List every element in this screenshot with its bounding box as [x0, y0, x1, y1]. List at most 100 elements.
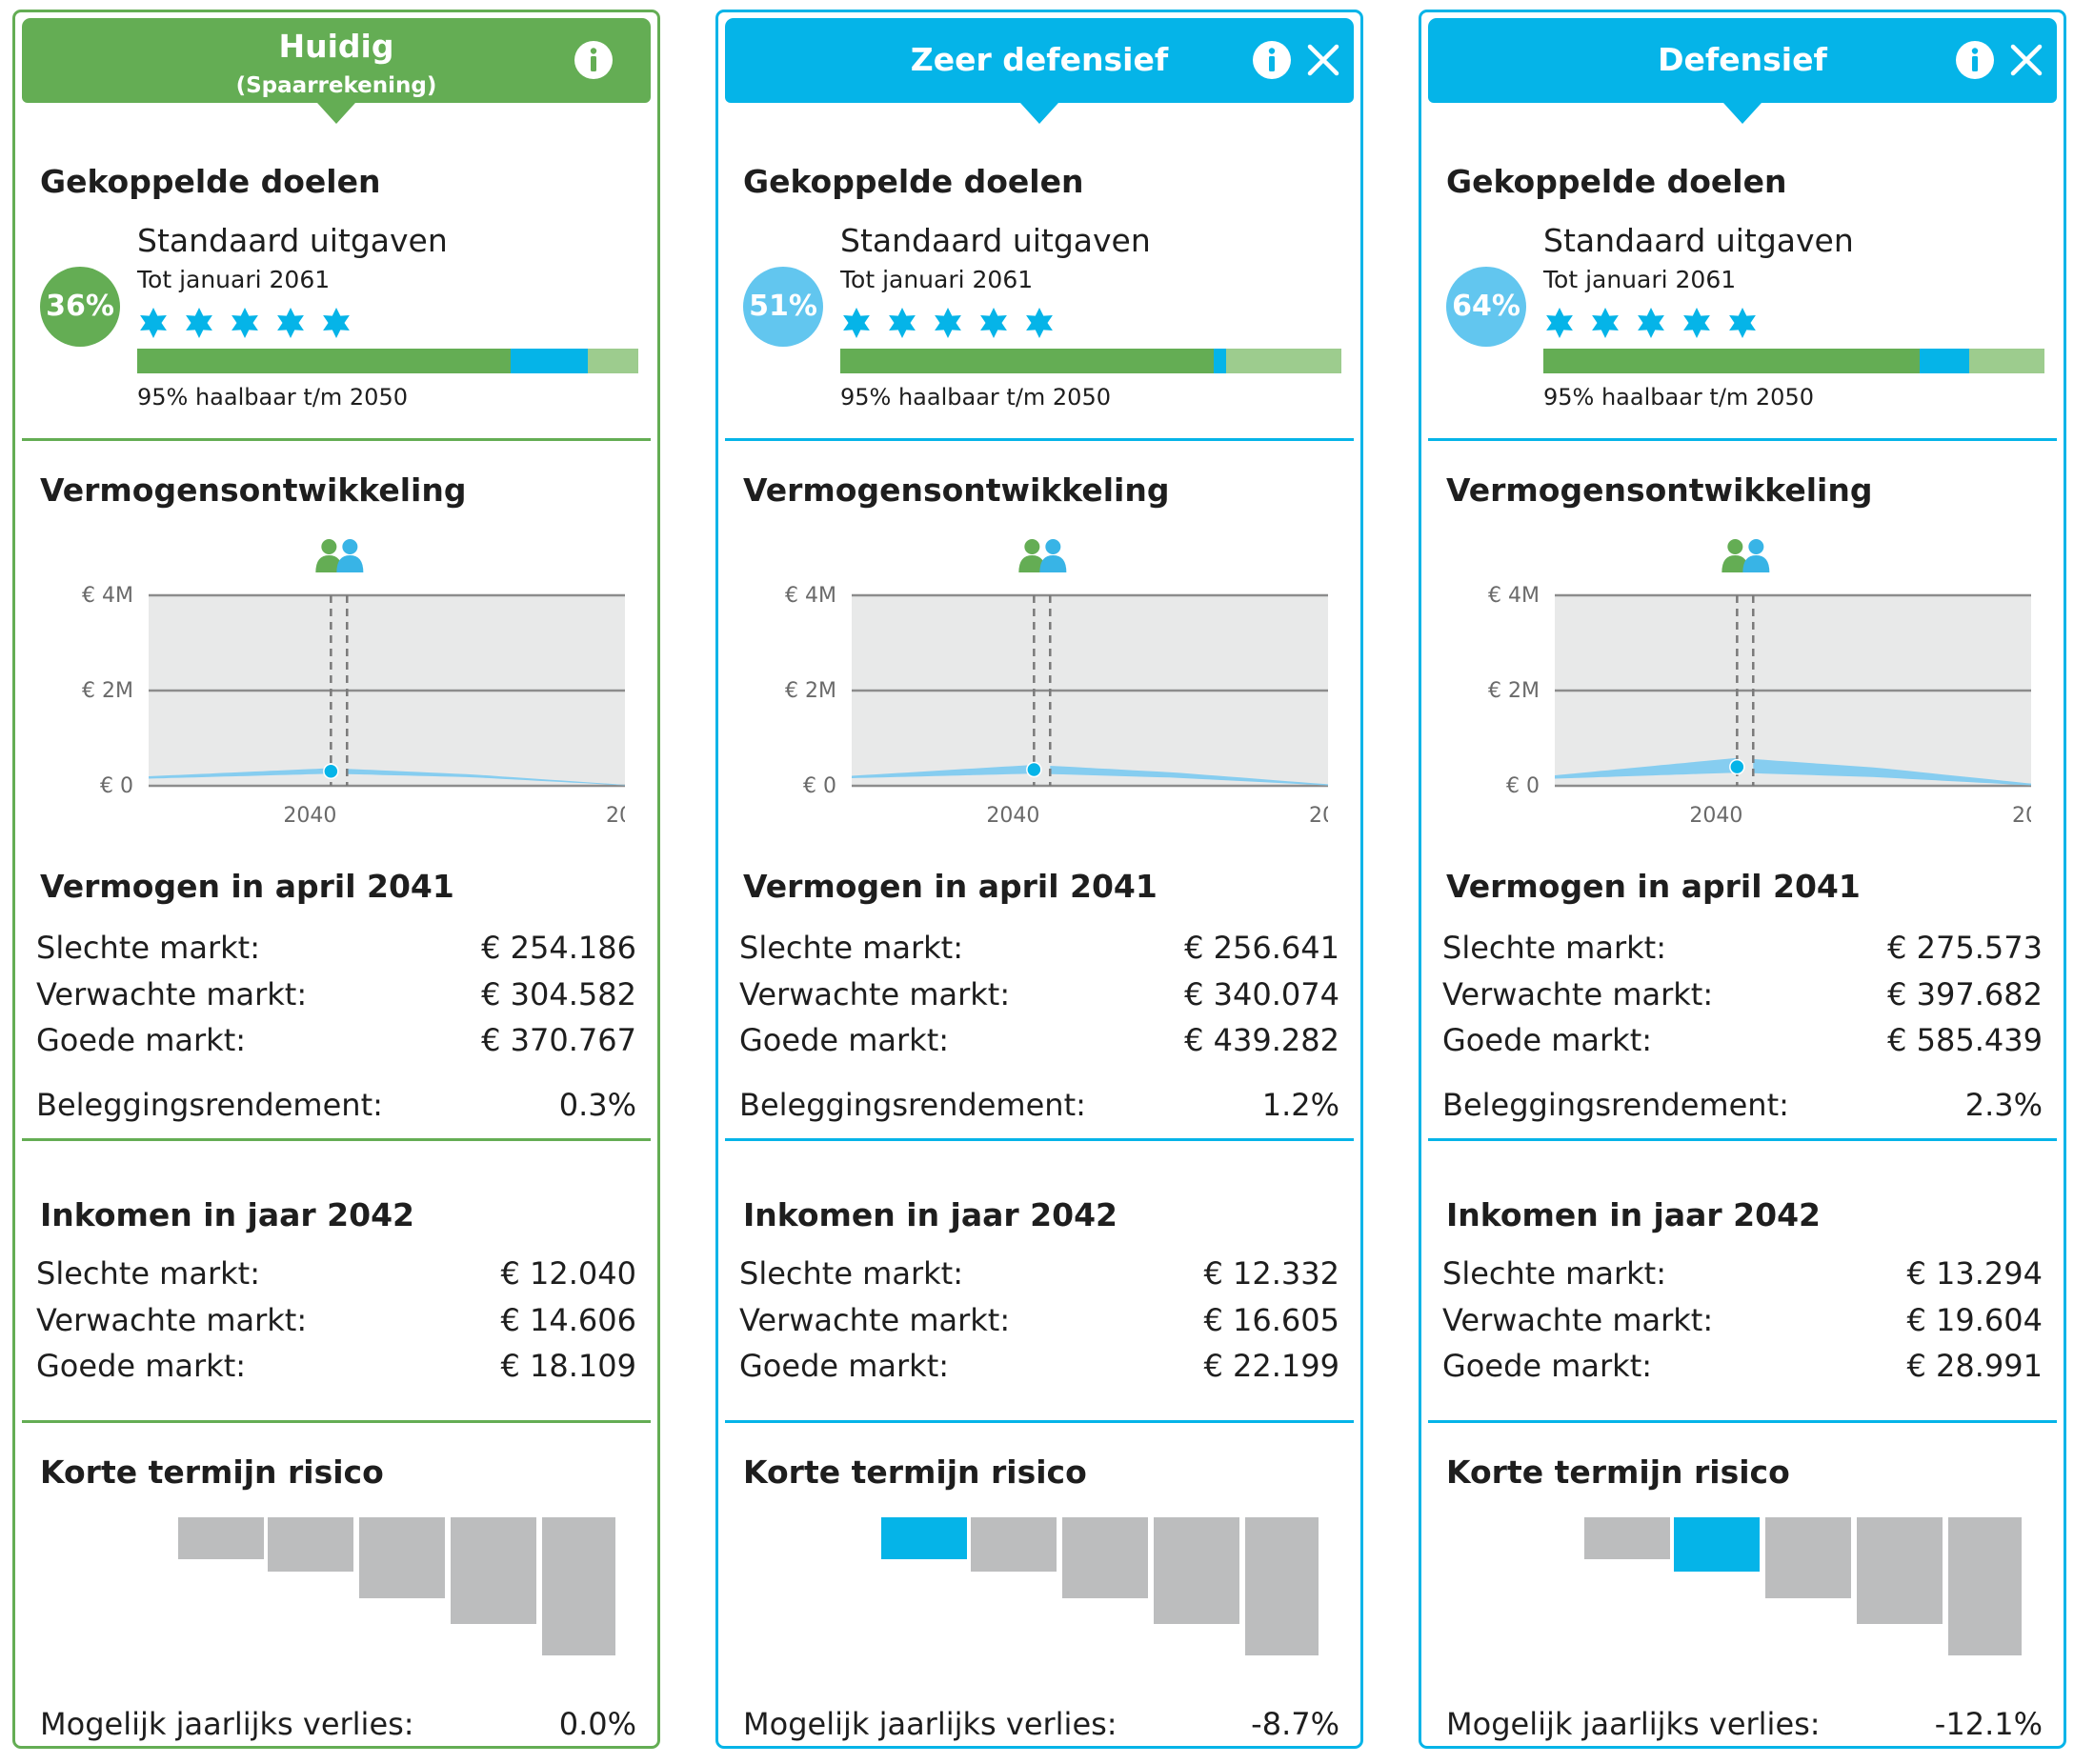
wealth-row-label: Slechte markt:: [36, 930, 260, 966]
wealth-row-value: € 275.573: [1887, 930, 2043, 966]
y-tick-label: € 4M: [82, 584, 133, 608]
info-icon[interactable]: [1251, 39, 1293, 81]
income-row: Verwachte markt: € 16.605: [739, 1299, 1339, 1341]
star-icon: [1026, 308, 1053, 338]
wealth-row: Verwachte markt: € 397.682: [1442, 973, 2043, 1015]
card-header: Defensief: [1428, 18, 2057, 124]
star-icon: [1638, 308, 1664, 338]
header-pointer: [1723, 103, 1762, 124]
return-value: 2.3%: [1964, 1087, 2043, 1123]
risk-level-bar[interactable]: [178, 1517, 264, 1559]
risk-level-bar[interactable]: [1584, 1517, 1670, 1559]
card-title: Huidig: [278, 28, 394, 65]
return-row: Beleggingsrendement: 0.3%: [36, 1084, 636, 1126]
risk-title: Korte termijn risico: [40, 1453, 384, 1491]
risk-level-bar[interactable]: [1062, 1517, 1148, 1598]
loss-value: -8.7%: [1251, 1706, 1339, 1742]
goal-date: Tot januari 2061: [840, 266, 1034, 293]
x-tick-label: 2060: [1309, 804, 1328, 828]
wealth-row: Slechte markt: € 275.573: [1442, 927, 2043, 969]
income-row-label: Slechte markt:: [739, 1255, 963, 1292]
wealth-chart: € 4M € 2M € 0 2040 2060: [1488, 539, 2031, 828]
section-divider: [1428, 1420, 2057, 1423]
wealth-band-accumulation: [1555, 757, 1738, 779]
star-icon: [1729, 308, 1756, 338]
risk-level-bar[interactable]: [451, 1517, 536, 1624]
progress-segment-green: [137, 349, 511, 373]
risk-level-bar[interactable]: [1245, 1517, 1319, 1655]
goals-title: Gekoppelde doelen: [40, 163, 381, 200]
goal-percentage: 51%: [743, 267, 823, 347]
risk-level-bar[interactable]: [359, 1517, 445, 1598]
goal-date: Tot januari 2061: [1543, 266, 1737, 293]
risk-level-bar[interactable]: [1948, 1517, 2022, 1655]
progress-segment-blue: [510, 349, 589, 373]
wealth-title: Vermogen in april 2041: [743, 868, 1158, 905]
income-row-label: Verwachte markt:: [739, 1301, 1011, 1338]
y-tick-label: € 0: [100, 774, 133, 798]
close-icon[interactable]: [2005, 39, 2047, 81]
income-row: Goede markt: € 22.199: [739, 1345, 1339, 1387]
wealth-row: Goede markt: € 585.439: [1442, 1019, 2043, 1061]
wealth-row: Verwachte markt: € 340.074: [739, 973, 1339, 1015]
risk-bars: [881, 1517, 1319, 1655]
wealth-band-decumulation: [1050, 766, 1328, 786]
goal-progress-bar: [1543, 349, 2044, 373]
loss-label: Mogelijk jaarlijks verlies:: [40, 1706, 414, 1742]
card-title: Defensief: [1658, 41, 1827, 78]
income-row: Verwachte markt: € 19.604: [1442, 1299, 2043, 1341]
wealth-chart: € 4M € 2M € 0 2040 2060: [82, 539, 625, 828]
wealth-row: Slechte markt: € 256.641: [739, 927, 1339, 969]
wealth-band-decumulation: [1753, 758, 2031, 786]
income-row-value: € 14.606: [500, 1301, 637, 1338]
close-icon[interactable]: [1302, 39, 1344, 81]
info-icon[interactable]: [573, 39, 614, 81]
goal-date: Tot januari 2061: [137, 266, 331, 293]
wealth-row-value: € 397.682: [1887, 975, 2043, 1012]
wealth-marker[interactable]: [323, 763, 339, 780]
risk-level-bar[interactable]: [542, 1517, 615, 1655]
loss-row: Mogelijk jaarlijks verlies: -12.1%: [1446, 1703, 2043, 1745]
wealth-chart: € 4M € 2M € 0 2040 2060: [785, 539, 1328, 828]
wealth-band-accumulation: [149, 768, 332, 779]
wealth-row-value: € 585.439: [1887, 1022, 2043, 1058]
risk-level-bar[interactable]: [881, 1517, 967, 1559]
wealth-development-title: Vermogensontwikkeling: [1446, 471, 1873, 509]
wealth-title: Vermogen in april 2041: [40, 868, 454, 905]
star-icon: [277, 308, 304, 338]
rating-stars: [1546, 308, 1756, 338]
return-label: Beleggingsrendement:: [1442, 1087, 1789, 1123]
risk-level-bar[interactable]: [1857, 1517, 1943, 1624]
goals-title: Gekoppelde doelen: [743, 163, 1084, 200]
risk-level-bar[interactable]: [268, 1517, 353, 1572]
risk-level-bar[interactable]: [1674, 1517, 1760, 1572]
star-icon: [980, 308, 1007, 338]
section-divider: [22, 438, 651, 441]
risk-level-bar[interactable]: [1154, 1517, 1239, 1624]
y-tick-label: € 2M: [785, 679, 836, 703]
star-icon: [1546, 308, 1573, 338]
scenario-card: Huidig (Spaarrekening) Gekoppelde doelen 36…: [12, 10, 660, 1749]
income-row-value: € 18.109: [500, 1348, 637, 1384]
star-icon: [843, 308, 870, 338]
goal-progress-bar: [840, 349, 1341, 373]
progress-segment-green: [1543, 349, 1920, 373]
income-row-value: € 16.605: [1203, 1301, 1340, 1338]
loss-row: Mogelijk jaarlijks verlies: -8.7%: [743, 1703, 1339, 1745]
y-tick-label: € 4M: [1488, 584, 1540, 608]
income-row-value: € 13.294: [1906, 1255, 2044, 1292]
wealth-marker[interactable]: [1729, 758, 1745, 775]
section-divider: [1428, 438, 2057, 441]
income-row-value: € 22.199: [1203, 1348, 1340, 1384]
wealth-marker[interactable]: [1026, 761, 1042, 778]
income-title: Inkomen in jaar 2042: [40, 1196, 415, 1233]
star-icon: [935, 308, 961, 338]
risk-level-bar[interactable]: [971, 1517, 1057, 1572]
people-icon: [1722, 539, 1770, 572]
income-row-label: Slechte markt:: [36, 1255, 260, 1292]
section-divider: [1428, 1138, 2057, 1141]
return-value: 1.2%: [1261, 1087, 1339, 1123]
info-icon[interactable]: [1954, 39, 1996, 81]
wealth-row-value: € 304.582: [481, 975, 636, 1012]
risk-level-bar[interactable]: [1765, 1517, 1851, 1598]
